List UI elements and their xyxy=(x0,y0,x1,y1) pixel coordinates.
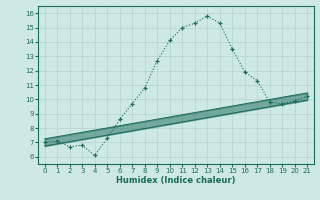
X-axis label: Humidex (Indice chaleur): Humidex (Indice chaleur) xyxy=(116,176,236,185)
